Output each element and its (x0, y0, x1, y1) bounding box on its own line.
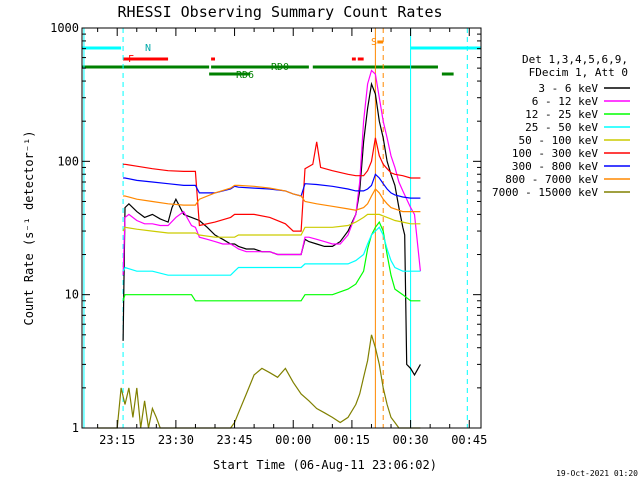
series-line-8 (97, 334, 421, 429)
annotation-s: S (371, 37, 377, 48)
y-axis-label: Count Rate (s⁻¹ detector⁻¹) (22, 130, 36, 325)
legend-entry-label: 800 - 7000 keV (505, 173, 598, 186)
annotation-f: F (128, 54, 134, 65)
annotation-rd0: RD0 (271, 62, 289, 73)
y-tick-label: 10 (65, 288, 79, 302)
x-tick-label: 00:45 (451, 433, 487, 447)
series-line-3 (122, 226, 421, 276)
series-line-7 (123, 184, 421, 213)
legend-header: FDecim 1, Att 0 (529, 66, 628, 79)
x-tick-label: 23:30 (158, 433, 194, 447)
series-line-5 (123, 137, 421, 232)
legend-entry-label: 3 - 6 keV (538, 82, 598, 95)
annotation-rd6: RD6 (236, 70, 254, 81)
annotation-n: N (145, 43, 151, 54)
x-tick-label: 00:30 (393, 433, 429, 447)
timestamp: 19-Oct-2021 01:20 (556, 469, 638, 478)
x-axis-label: Start Time (06-Aug-11 23:06:02) (213, 458, 437, 472)
plot-frame (81, 27, 482, 429)
x-tick-label: 23:45 (216, 433, 252, 447)
legend-entry-label: 7000 - 15000 keV (492, 186, 598, 199)
y-tick-label: 1000 (50, 21, 79, 35)
legend-entry-label: 100 - 300 keV (512, 147, 598, 160)
series-line-4 (122, 213, 421, 238)
axes-layer: 1000 100 10 1 23:15 23:30 23:45 00:00 00:15 00:30… (50, 21, 487, 447)
x-tick-label: 00:00 (275, 433, 311, 447)
legend-entry-label: 6 - 12 keV (532, 95, 599, 108)
legend-entry-label: 50 - 100 keV (519, 134, 599, 147)
y-tick-label: 1 (72, 421, 79, 435)
chart-title: RHESSI Observing Summary Count Rates (117, 3, 442, 21)
legend-entry-label: 12 - 25 keV (525, 108, 598, 121)
x-tick-label: 23:15 (99, 433, 135, 447)
x-tick-label: 00:15 (334, 433, 370, 447)
y-tick-label: 100 (57, 154, 79, 168)
series-line-1 (122, 69, 421, 276)
legend-entry-label: 25 - 50 keV (525, 121, 598, 134)
legend-entry-label: 300 - 800 keV (512, 160, 598, 173)
legend: Det 1,3,4,5,6,9,FDecim 1, Att 0 3 - 6 keV… (492, 53, 630, 199)
series-layer (97, 69, 421, 429)
legend-header: Det 1,3,4,5,6,9, (522, 53, 628, 66)
